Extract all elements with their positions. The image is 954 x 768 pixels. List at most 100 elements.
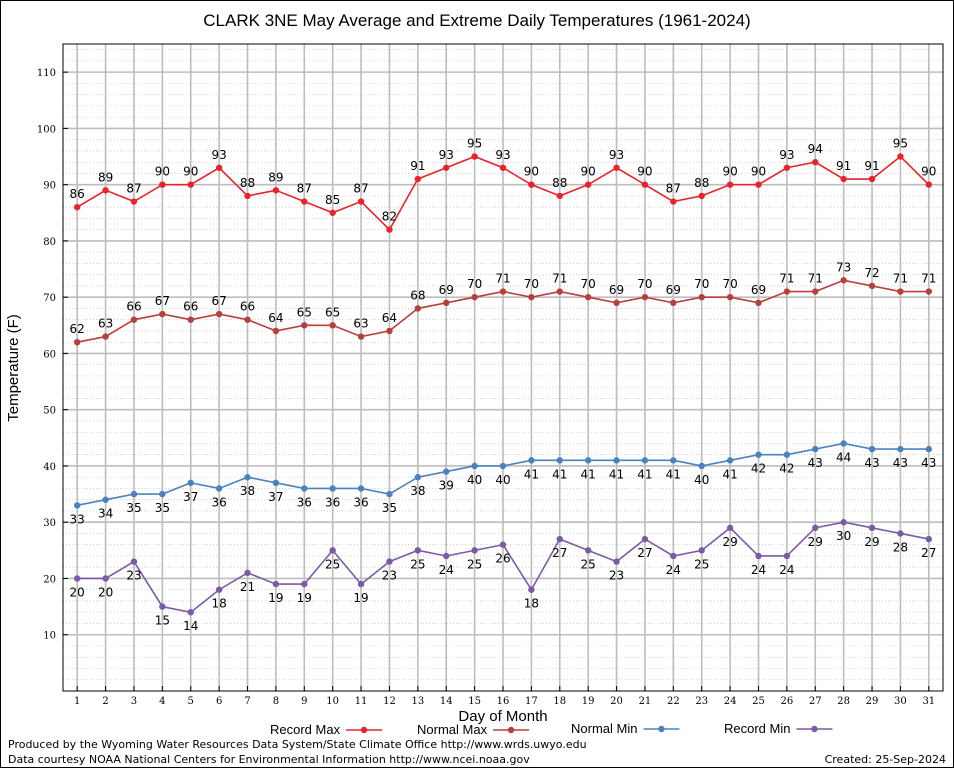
data-label: 89 [268,170,283,184]
data-label: 36 [353,495,368,509]
data-point [73,575,81,582]
data-point [897,153,904,160]
data-label: 37 [183,490,198,504]
data-label: 62 [70,322,85,336]
data-point [868,524,876,532]
data-point [244,192,251,200]
x-tick-label: 23 [695,696,708,707]
data-point [443,552,450,560]
y-tick-label: 50 [43,406,56,417]
data-label: 24 [779,563,794,577]
data-point [783,451,791,458]
data-point [755,181,762,188]
data-label: 88 [240,176,255,190]
y-tick-label: 110 [37,68,56,79]
data-label: 88 [552,176,567,190]
data-label: 82 [382,210,397,224]
x-tick-label: 26 [781,696,794,707]
data-label: 87 [353,182,368,196]
data-point [613,558,620,565]
data-label: 93 [779,148,794,162]
data-point [187,479,194,487]
data-label: 40 [694,473,709,487]
data-label: 93 [495,148,510,162]
data-point [386,327,393,335]
data-label: 25 [410,557,425,571]
data-point [897,530,904,537]
data-point [73,338,81,346]
data-label: 41 [637,467,652,481]
data-label: 71 [921,272,936,286]
data-label: 25 [325,557,340,571]
footer-data-courtesy: Data courtesy NOAA National Centers for … [8,753,530,766]
data-point [698,462,705,470]
data-label: 64 [382,311,397,325]
data-point [215,586,223,593]
y-tick-label: 100 [37,124,56,135]
data-point [499,164,507,171]
data-label: 71 [893,272,908,286]
x-tick-label: 2 [102,696,108,707]
data-label: 39 [439,479,454,493]
y-axis-ticks: 10 20 30 40 50 60 70 80 90 100 110 [37,68,68,642]
data-point [272,580,280,588]
data-point [471,462,478,470]
legend-label: Record Min [724,721,790,736]
footer-created-date: Created: 25-Sep-2024 [824,753,946,766]
data-point [755,451,762,458]
data-point [272,479,280,487]
data-label: 20 [70,585,85,599]
data-point [471,547,478,554]
legend-swatch-marker [507,726,515,734]
data-point [130,316,138,323]
data-label: 44 [836,450,851,464]
data-point [897,445,904,453]
x-tick-label: 30 [894,696,907,707]
data-point [499,462,507,470]
data-label: 29 [808,535,823,549]
data-label: 27 [921,546,936,560]
data-label: 95 [467,137,482,151]
data-point [187,609,194,616]
data-point [584,457,592,464]
x-tick-label: 5 [188,696,194,707]
data-point [528,586,535,593]
x-axis-ticks: 1 2 3 4 5 6 7 8 9 10 11 12 13 14 15 16 17 18 19 20 21 22 23 24 2… [74,686,935,707]
data-point [726,181,734,188]
legend-label: Normal Min [571,721,637,736]
data-label: 40 [467,473,482,487]
data-point [386,558,393,565]
data-point [357,485,365,492]
data-point [812,288,819,295]
data-label: 70 [581,277,596,291]
data-point [471,153,478,160]
footer-produced-by: Produced by the Wyoming Water Resources … [8,738,587,751]
data-point [329,209,336,216]
data-label: 42 [751,462,766,476]
legend-item: Normal Max [417,722,530,737]
data-point [528,293,535,301]
data-point [301,485,308,492]
x-tick-label: 6 [216,696,222,707]
data-point [641,181,649,188]
data-label: 87 [297,182,312,196]
data-label: 85 [325,193,340,207]
data-point [755,299,762,306]
data-label: 65 [297,305,312,319]
data-label: 35 [126,501,141,515]
data-label: 27 [637,546,652,560]
data-point [215,485,223,492]
x-tick-label: 10 [326,696,339,707]
data-label: 19 [268,591,283,605]
series-record-max: 86 89 87 90 90 93 88 89 87 85 87 82 91 93 95 93 90 88 90 93… [70,137,936,233]
data-label: 18 [524,597,539,611]
data-label: 90 [183,165,198,179]
data-label: 38 [410,484,425,498]
data-label: 34 [98,507,113,521]
data-point [641,293,649,301]
x-tick-label: 4 [159,696,165,707]
y-tick-label: 60 [43,349,56,360]
data-label: 40 [495,473,510,487]
data-label: 36 [325,495,340,509]
data-label: 25 [467,557,482,571]
